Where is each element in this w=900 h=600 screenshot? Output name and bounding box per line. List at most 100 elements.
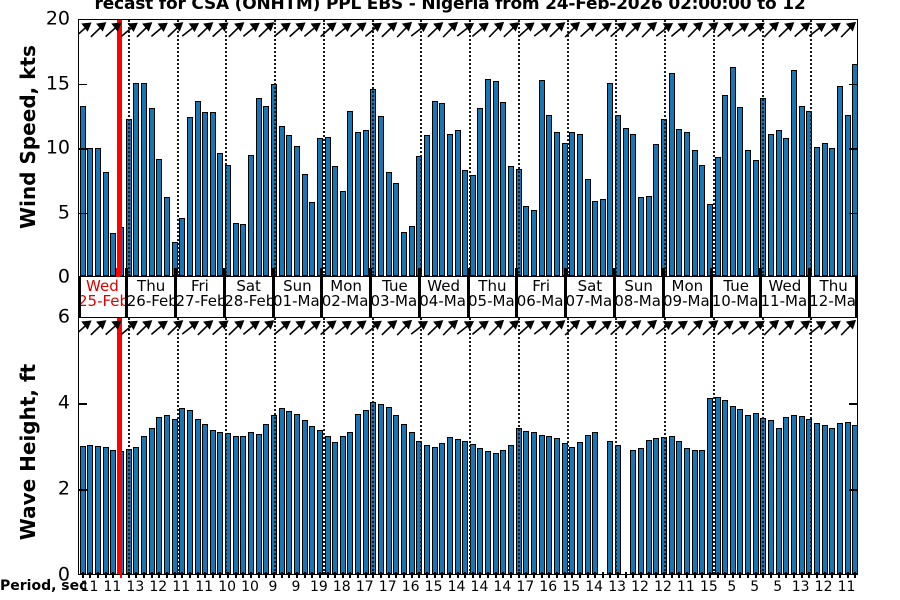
period-tick [510,572,513,578]
period-tick [334,572,337,578]
bar [232,223,239,276]
day-separator [566,318,569,574]
bar [645,196,652,276]
bar [339,435,346,574]
bar [217,432,224,574]
period-tick [640,572,643,578]
period-tick [410,572,413,578]
period-tick [158,572,161,578]
bar [263,105,270,276]
period-value: 14 [585,579,604,595]
period-tick [793,572,795,578]
period-tick [594,572,597,578]
bar [531,210,537,276]
period-tick [150,572,153,578]
date-axis-day-27-feb: Fri 27-Feb [176,277,225,317]
period-tick [135,572,138,578]
bar [209,112,216,276]
day-separator [615,318,618,574]
period-tick [540,572,543,578]
day-separator [420,318,423,574]
day-boundary-rule [125,277,129,317]
date-axis-day-11-mar: Wed 11-Mar [761,277,810,317]
period-value: 17 [378,579,397,595]
day-boundary-tick-top [320,268,324,277]
bar [378,403,385,574]
bar [729,67,736,276]
date-axis-day-25-feb: Wed 25-Feb [78,277,127,317]
date-axis-day-12-mar: Thu 12-Mar [809,277,858,317]
bar [339,190,346,276]
bar [186,117,193,276]
period-tick [494,572,497,578]
period-tick [563,572,566,578]
bar [630,134,637,276]
day-date-label: 08-Mar [614,292,663,310]
current-time-tick [116,268,121,277]
period-tick [739,572,742,578]
y-axis-tick-label: 10 [45,136,70,159]
period-tick [326,572,329,578]
day-date-label: 01-Mar [273,292,322,310]
period-value: 5 [773,579,783,595]
bar [836,422,843,574]
bar [607,440,614,574]
bar [217,153,224,276]
bar [347,432,354,574]
period-value: 14 [493,579,512,595]
y-axis-tick-mark [849,148,858,150]
bar [179,408,186,574]
period-value: 19 [309,579,328,595]
period-tick [800,572,803,578]
date-axis-day-04-mar: Wed 04-Mar [419,277,468,317]
bar [102,447,109,574]
period-tick [471,572,474,578]
period-tick [762,572,765,578]
period-tick [395,572,398,578]
bar [179,217,186,276]
day-date-label: 27-Feb [175,292,225,310]
period-value: 17 [516,579,535,595]
day-separator [761,318,764,574]
period-tick [548,572,551,578]
day-separator [810,318,813,574]
bar [691,149,698,276]
period-tick [372,572,375,578]
period-tick [288,572,291,578]
period-tick [525,572,528,578]
bar [423,135,430,276]
y-axis-tick-label: 15 [45,72,70,94]
day-separator [810,20,813,276]
day-boundary-tick-top [710,268,714,277]
bar [156,158,163,276]
bar [309,425,316,574]
bar [676,128,683,276]
bar [301,174,308,276]
bar [301,420,308,574]
day-of-week-label: Tue [723,277,749,295]
period-tick [823,572,826,578]
bar [355,414,362,574]
date-axis-day-07-mar: Sat 07-Mar [566,277,615,317]
bar [775,130,782,276]
bar [584,434,591,574]
bar [393,414,400,574]
day-boundary-rule [710,277,714,317]
day-of-week-label: Fri [190,277,209,295]
bar [722,95,729,276]
period-tick [808,572,811,578]
period-tick [357,572,360,578]
day-of-week-label: Mon [330,277,362,295]
bar [439,442,446,574]
bar [278,126,285,276]
day-separator [664,20,666,276]
period-tick [250,572,253,578]
bar [668,436,675,574]
period-tick [341,572,344,578]
bar [232,435,239,574]
bar [148,108,155,276]
bar [783,416,790,574]
bar [485,451,492,574]
period-tick [318,572,321,578]
y-axis-tick-mark [849,83,858,85]
